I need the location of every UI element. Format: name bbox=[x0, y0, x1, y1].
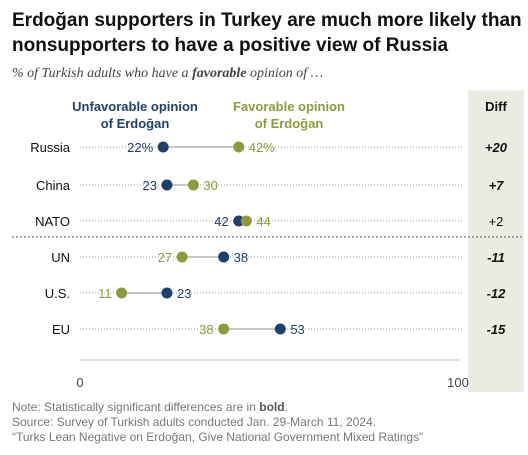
dot-favorable-china bbox=[187, 179, 199, 191]
dot-favorable-u-s bbox=[116, 287, 128, 299]
note-text-bold: bold bbox=[259, 400, 285, 414]
diff-value-china: +7 bbox=[489, 178, 505, 193]
dot-favorable-eu bbox=[218, 323, 230, 335]
legend-favorable-line2: of Erdoğan bbox=[255, 116, 324, 131]
diff-value-eu: -15 bbox=[487, 322, 507, 337]
subtitle-text-before: % of Turkish adults who have a bbox=[12, 66, 193, 81]
diff-column-background bbox=[468, 90, 524, 392]
diff-value-u-s: -12 bbox=[487, 286, 507, 301]
dot-unfavorable-un bbox=[218, 251, 230, 263]
dot-unfavorable-china bbox=[161, 179, 173, 191]
category-label-nato: NATO bbox=[35, 214, 70, 229]
dot-unfavorable-nato bbox=[233, 215, 245, 227]
value-label-favorable-china: 30 bbox=[203, 178, 217, 193]
dot-favorable-un bbox=[176, 251, 188, 263]
dot-unfavorable-russia bbox=[157, 141, 169, 153]
chart-title: Erdoğan supporters in Turkey are much mo… bbox=[12, 10, 522, 56]
report-title-line: “Turks Lean Negative on Erdoğan, Give Na… bbox=[12, 430, 424, 444]
category-label-u-s: U.S. bbox=[45, 286, 70, 301]
diff-value-russia: +20 bbox=[485, 140, 508, 155]
note-line: Note: Statistically significant differen… bbox=[12, 400, 423, 415]
note-text-after: . bbox=[284, 400, 288, 414]
diff-value-nato: +2 bbox=[489, 214, 504, 229]
value-label-unfavorable-un: 38 bbox=[234, 250, 248, 265]
value-label-favorable-u-s: 11 bbox=[98, 286, 112, 301]
chart-subtitle: % of Turkish adults who have a favorable… bbox=[12, 66, 323, 82]
value-label-favorable-eu: 38 bbox=[199, 322, 213, 337]
footnotes: Note: Statistically significant differen… bbox=[12, 400, 423, 445]
chart-rows: Russia 22% 42% +20 China 23 30 +7 NATO 42 44 +2 UN 38… bbox=[30, 140, 508, 337]
value-label-favorable-nato: 44 bbox=[256, 214, 270, 229]
subtitle-text-after: opinion of … bbox=[246, 66, 324, 81]
category-label-un: UN bbox=[51, 250, 70, 265]
legend-unfavorable-line1: Unfavorable opinion bbox=[72, 99, 198, 114]
value-label-unfavorable-u-s: 23 bbox=[177, 286, 191, 301]
value-label-unfavorable-russia: 22% bbox=[127, 140, 153, 155]
value-label-unfavorable-china: 23 bbox=[142, 178, 156, 193]
diff-header: Diff bbox=[485, 99, 507, 114]
category-label-china: China bbox=[36, 178, 71, 193]
note-text-before: Note: Statistically significant differen… bbox=[12, 400, 260, 414]
legend-favorable-line1: Favorable opinion bbox=[233, 99, 345, 114]
subtitle-emphasis: favorable bbox=[192, 66, 247, 81]
x-tick-label-min: 0 bbox=[76, 375, 83, 390]
category-label-russia: Russia bbox=[30, 140, 71, 155]
dot-unfavorable-eu bbox=[274, 323, 286, 335]
category-label-eu: EU bbox=[52, 322, 70, 337]
dot-favorable-russia bbox=[233, 141, 245, 153]
value-label-unfavorable-eu: 53 bbox=[290, 322, 304, 337]
value-label-favorable-un: 27 bbox=[158, 250, 172, 265]
legend-unfavorable-line2: of Erdoğan bbox=[101, 116, 170, 131]
value-label-unfavorable-nato: 42 bbox=[214, 214, 228, 229]
value-label-favorable-russia: 42% bbox=[249, 140, 275, 155]
diff-value-un: -11 bbox=[487, 250, 505, 265]
source-line: Source: Survey of Turkish adults conduct… bbox=[12, 415, 376, 429]
x-tick-label-max: 100 bbox=[447, 375, 469, 390]
dot-favorable-nato bbox=[240, 215, 252, 227]
dot-unfavorable-u-s bbox=[161, 287, 173, 299]
